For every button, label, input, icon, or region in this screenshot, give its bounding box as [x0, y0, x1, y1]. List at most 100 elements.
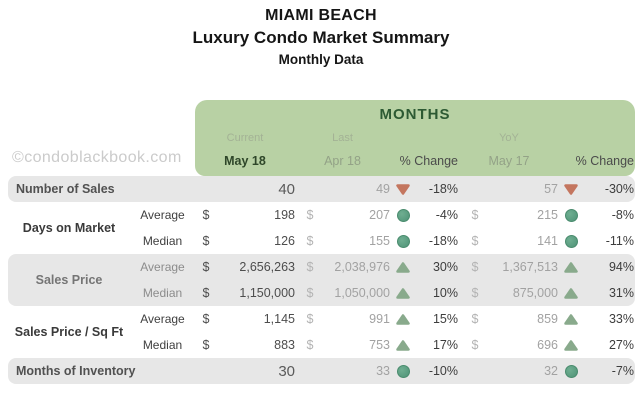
last-dollar-sign: $ [306, 312, 314, 326]
yoy-change: -11% [605, 234, 634, 248]
trend-icon-cell [390, 183, 416, 195]
yoy-change: 94% [608, 260, 634, 274]
months-header: MONTHS Current Last YoY May 18 Apr 18 % … [195, 100, 635, 176]
yoy-change: -30% [604, 182, 634, 196]
trend-icon-cell [558, 339, 584, 351]
trend-up-icon [564, 339, 578, 351]
trend-icon-cell [390, 287, 416, 299]
trend-neutral-icon [396, 234, 410, 248]
yoy-value: 1,367,513 [502, 260, 558, 274]
table-row-sales-price: Sales Price Average $2,656,263 $2,038,976 30… [8, 254, 635, 306]
last-change: 10% [432, 286, 458, 300]
current-value: 198 [274, 208, 295, 222]
yoy-change: -7% [611, 364, 634, 378]
last-change: 30% [432, 260, 458, 274]
last-dollar-sign: $ [306, 260, 314, 274]
statistic-label: Median [142, 286, 183, 300]
trend-down-icon [564, 183, 578, 195]
trend-neutral-icon [564, 208, 578, 222]
last-value: 2,038,976 [334, 260, 390, 274]
last-change: -4% [435, 208, 458, 222]
yoy-value: 859 [537, 312, 558, 326]
trend-icon-cell [390, 261, 416, 273]
statistic-label: Median [142, 338, 183, 352]
table-row-number-of-sales: Number of Sales 40 49 -18% 57 -30% [8, 176, 635, 202]
trend-neutral-icon [564, 234, 578, 248]
page-title-city: MIAMI BEACH [265, 7, 377, 24]
last-change: 15% [432, 312, 458, 326]
last-value: 753 [369, 338, 390, 352]
trend-neutral-icon [396, 208, 410, 222]
trend-icon-cell [390, 339, 416, 351]
yoy-value: 57 [544, 182, 558, 196]
last-dollar-sign: $ [306, 208, 314, 222]
trend-icon-cell [390, 234, 416, 248]
trend-icon-cell [558, 183, 584, 195]
last-value: 49 [376, 182, 390, 196]
yoy-change: 33% [608, 312, 634, 326]
summary-table: Number of Sales 40 49 -18% 57 -30% Days on Mar… [0, 176, 642, 384]
trend-down-icon [396, 183, 410, 195]
table-row-days-on-market: Days on Market Average $198 $207 -4% $215 -8% M… [8, 202, 635, 254]
column-header-current-month: May 18 [224, 154, 266, 168]
current-dollar-sign: $ [202, 260, 210, 274]
last-change: -18% [428, 182, 458, 196]
yoy-change: -8% [611, 208, 634, 222]
column-header-last-month: Apr 18 [324, 154, 361, 168]
column-group-current: Current [226, 131, 264, 144]
trend-up-icon [564, 287, 578, 299]
last-dollar-sign: $ [306, 338, 314, 352]
current-value: 2,656,263 [239, 260, 295, 274]
current-dollar-sign: $ [202, 338, 210, 352]
trend-neutral-icon [396, 364, 410, 378]
column-header-yoy-change: % Change [575, 154, 634, 168]
trend-neutral-icon [564, 364, 578, 378]
page-title-subject: Luxury Condo Market Summary [192, 28, 450, 47]
yoy-value: 696 [537, 338, 558, 352]
column-group-yoy: YoY [499, 131, 519, 144]
last-value: 207 [369, 208, 390, 222]
trend-up-icon [396, 287, 410, 299]
statistic-label: Median [142, 234, 183, 248]
yoy-value: 32 [544, 364, 558, 378]
trend-icon-cell [558, 208, 584, 222]
last-value: 991 [369, 312, 390, 326]
last-change: -18% [428, 234, 458, 248]
column-group-last: Last [332, 131, 353, 144]
yoy-change: 27% [608, 338, 634, 352]
current-value: 30 [278, 362, 295, 380]
last-dollar-sign: $ [306, 234, 314, 248]
trend-icon-cell [558, 261, 584, 273]
page-title-period: Monthly Data [278, 52, 364, 67]
trend-icon-cell [390, 313, 416, 325]
months-header-title: MONTHS [379, 106, 451, 123]
metric-label: Days on Market [22, 221, 116, 235]
statistic-label: Average [140, 208, 185, 222]
current-value: 883 [274, 338, 295, 352]
current-value: 1,150,000 [239, 286, 295, 300]
yoy-value: 875,000 [512, 286, 558, 300]
trend-icon-cell [390, 364, 416, 378]
column-header-last-change: % Change [399, 154, 458, 168]
last-change: 17% [432, 338, 458, 352]
trend-up-icon [396, 339, 410, 351]
current-dollar-sign: $ [202, 312, 210, 326]
current-dollar-sign: $ [202, 286, 210, 300]
last-dollar-sign: $ [306, 286, 314, 300]
column-header-yoy-month: May 17 [488, 154, 530, 168]
trend-up-icon [564, 313, 578, 325]
metric-label: Sales Price / Sq Ft [14, 325, 124, 339]
current-dollar-sign: $ [202, 234, 210, 248]
last-value: 1,050,000 [334, 286, 390, 300]
current-value: 126 [274, 234, 295, 248]
last-value: 33 [376, 364, 390, 378]
yoy-dollar-sign: $ [471, 260, 479, 274]
last-value: 155 [369, 234, 390, 248]
watermark: ©condoblackbook.com [12, 149, 182, 166]
current-value: 1,145 [263, 312, 295, 326]
yoy-value: 215 [537, 208, 558, 222]
statistic-label: Average [140, 312, 185, 326]
yoy-dollar-sign: $ [471, 286, 479, 300]
current-value: 40 [278, 180, 295, 198]
